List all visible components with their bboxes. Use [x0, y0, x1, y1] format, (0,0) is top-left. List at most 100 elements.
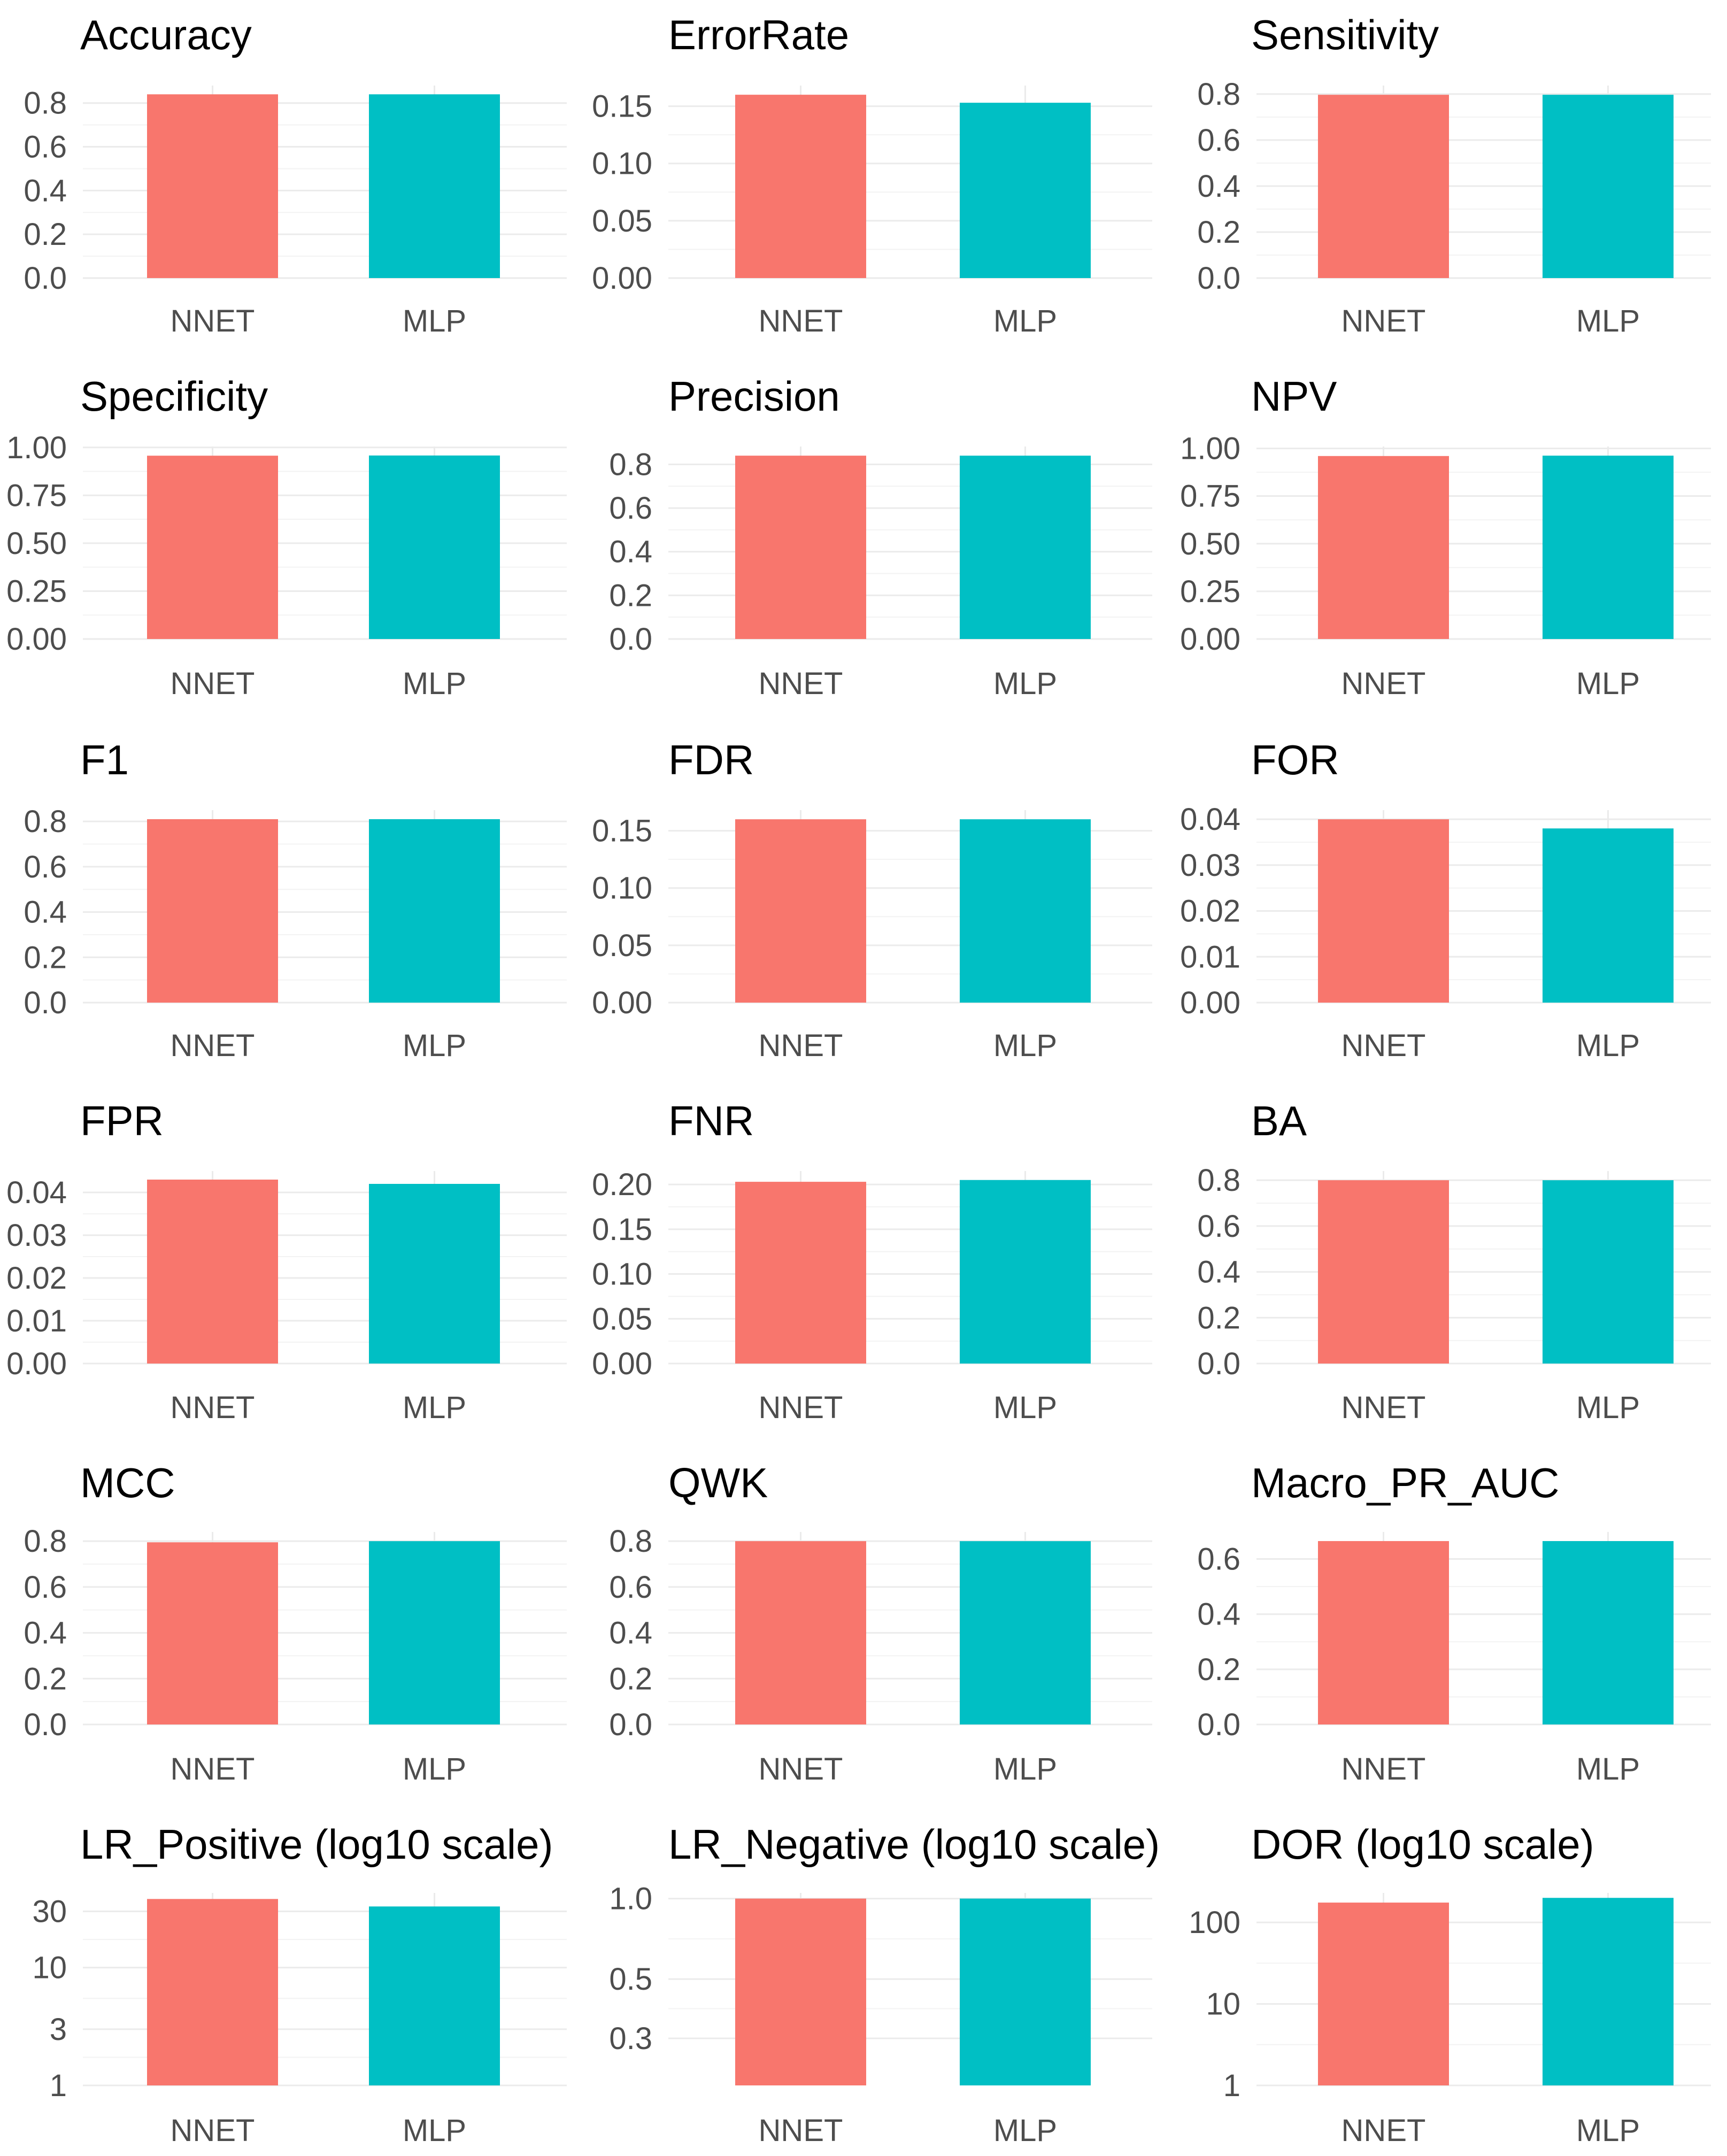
- y-tick-label: 0.00: [1180, 622, 1240, 657]
- panel-qwk: 0.0 0.2 0.4 0.6 0.8 NNET MLP QWK: [609, 1459, 1152, 1787]
- x-tick-label-mlp: MLP: [1576, 304, 1640, 338]
- chart-title-lr-positive: LR_Positive (log10 scale): [80, 1821, 553, 1868]
- y-tick-label: 0.8: [24, 1524, 67, 1559]
- y-tick-label: 0.25: [6, 574, 67, 609]
- bar-lr-negative-mlp: [960, 1898, 1091, 2085]
- x-tick-label-nnet: NNET: [171, 1390, 255, 1425]
- panel-f1: 0.0 0.2 0.4 0.6 0.8 NNET MLP F1: [24, 736, 567, 1063]
- y-tick-label: 0.0: [609, 622, 652, 657]
- y-tick-label: 0.8: [609, 447, 652, 482]
- x-tick-label-mlp: MLP: [403, 304, 466, 338]
- y-tick-label: 0.04: [6, 1175, 67, 1210]
- y-tick-label: 0.2: [24, 940, 67, 975]
- y-tick-label: 0.6: [1197, 123, 1240, 158]
- x-tick-label-nnet: NNET: [1341, 1752, 1426, 1787]
- y-tick-label: 0.6: [1197, 1209, 1240, 1244]
- x-tick-label-nnet: NNET: [1341, 666, 1426, 701]
- y-tick-label: 0.05: [592, 1302, 652, 1336]
- bar-for-mlp: [1543, 828, 1674, 1003]
- bar-f1-mlp: [369, 819, 500, 1003]
- y-tick-label: 0.15: [592, 1212, 652, 1247]
- x-tick-label-nnet: NNET: [1341, 1390, 1426, 1425]
- y-tick-label: 0.0: [24, 1707, 67, 1742]
- bar-ba-nnet: [1318, 1180, 1449, 1364]
- bar-for-nnet: [1318, 819, 1449, 1003]
- x-tick-label-mlp: MLP: [993, 304, 1057, 338]
- y-tick-label: 0.00: [592, 1346, 652, 1381]
- y-tick-label: 0.4: [609, 1616, 652, 1651]
- bar-mcc-mlp: [369, 1541, 500, 1724]
- x-tick-label-mlp: MLP: [993, 1028, 1057, 1063]
- y-tick-label: 0.2: [1197, 1300, 1240, 1335]
- bar-ba-mlp: [1543, 1180, 1674, 1364]
- chart-title-mcc: MCC: [80, 1459, 175, 1506]
- y-tick-label: 0.0: [24, 985, 67, 1020]
- y-tick-label: 1.0: [609, 1882, 652, 1916]
- x-tick-label-nnet: NNET: [171, 1752, 255, 1787]
- y-tick-label: 0.3: [609, 2021, 652, 2056]
- x-tick-label-mlp: MLP: [403, 1028, 466, 1063]
- x-tick-label-nnet: NNET: [171, 1028, 255, 1063]
- x-tick-label-mlp: MLP: [403, 1752, 466, 1787]
- x-tick-label-nnet: NNET: [1341, 1028, 1426, 1063]
- x-tick-label-nnet: NNET: [759, 666, 843, 701]
- bar-npv-nnet: [1318, 456, 1449, 639]
- panel-dor: 1 10 100 NNET MLP DOR (log10 scale): [1189, 1821, 1711, 2148]
- x-tick-label-nnet: NNET: [171, 304, 255, 338]
- x-tick-label-mlp: MLP: [993, 1390, 1057, 1425]
- y-tick-label: 0.2: [609, 578, 652, 613]
- x-tick-label-nnet: NNET: [759, 1028, 843, 1063]
- y-tick-label: 0.8: [24, 86, 67, 121]
- y-tick-label: 0.4: [24, 1616, 67, 1651]
- panel-macro-pr-auc: 0.0 0.2 0.4 0.6 NNET MLP Macro_PR_AUC: [1197, 1459, 1711, 1787]
- y-tick-label: 0.15: [592, 814, 652, 849]
- panel-accuracy: 0.0 0.2 0.4 0.6 0.8 NNET MLP Accuracy: [24, 11, 567, 338]
- x-tick-label-mlp: MLP: [403, 1390, 466, 1425]
- panel-fpr: 0.00 0.01 0.02 0.03 0.04 NNET MLP FPR: [6, 1097, 567, 1425]
- x-tick-label-mlp: MLP: [1576, 1028, 1640, 1063]
- y-tick-label: 0.05: [592, 928, 652, 963]
- bar-lr-negative-nnet: [735, 1898, 866, 2085]
- chart-title-ba: BA: [1251, 1097, 1307, 1144]
- panel-for: 0.00 0.01 0.02 0.03 0.04 NNET MLP FOR: [1180, 736, 1711, 1063]
- x-tick-label-mlp: MLP: [993, 1752, 1057, 1787]
- y-tick-label: 0.5: [609, 1962, 652, 1997]
- y-tick-label: 0.4: [1197, 1597, 1240, 1632]
- y-tick-label: 0.50: [6, 526, 67, 561]
- bar-specificity-mlp: [369, 455, 500, 639]
- y-tick-label: 0.01: [6, 1304, 67, 1338]
- bar-lr-positive-mlp: [369, 1906, 500, 2085]
- y-tick-label: 10: [1206, 1987, 1240, 2022]
- y-tick-label: 0.00: [592, 261, 652, 296]
- x-tick-label-nnet: NNET: [759, 304, 843, 338]
- chart-title-f1: F1: [80, 736, 129, 783]
- y-tick-label: 1.00: [6, 430, 67, 465]
- y-tick-label: 0.0: [609, 1707, 652, 1742]
- x-tick-label-mlp: MLP: [1576, 1752, 1640, 1787]
- bar-lr-positive-nnet: [147, 1899, 278, 2085]
- y-tick-label: 0.75: [6, 478, 67, 513]
- bar-fnr-mlp: [960, 1180, 1091, 1364]
- y-tick-label: 0.4: [24, 173, 67, 208]
- y-tick-label: 0.10: [592, 871, 652, 906]
- x-tick-label-nnet: NNET: [759, 1752, 843, 1787]
- x-tick-label-mlp: MLP: [1576, 2113, 1640, 2148]
- y-tick-label: 0.0: [1197, 261, 1240, 296]
- y-tick-label: 0.6: [24, 130, 67, 165]
- y-tick-label: 0.6: [1197, 1542, 1240, 1577]
- chart-title-sensitivity: Sensitivity: [1251, 11, 1439, 58]
- chart-title-errorrate: ErrorRate: [668, 11, 849, 58]
- bar-fpr-nnet: [147, 1180, 278, 1364]
- y-tick-label: 0.6: [609, 1570, 652, 1605]
- y-tick-label: 30: [32, 1894, 67, 1929]
- chart-title-for: FOR: [1251, 736, 1339, 783]
- bar-errorrate-mlp: [960, 103, 1091, 278]
- bar-macro-pr-auc-mlp: [1543, 1541, 1674, 1724]
- chart-title-npv: NPV: [1251, 373, 1337, 420]
- bar-fdr-nnet: [735, 819, 866, 1003]
- y-tick-label: 0.25: [1180, 574, 1240, 609]
- x-tick-label-mlp: MLP: [993, 2113, 1057, 2148]
- bar-npv-mlp: [1543, 456, 1674, 639]
- y-tick-label: 3: [50, 2012, 67, 2047]
- y-tick-label: 0.2: [1197, 215, 1240, 250]
